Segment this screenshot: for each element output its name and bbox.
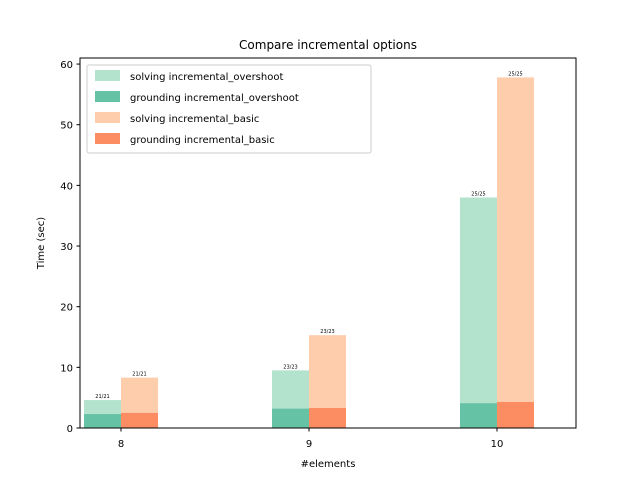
legend-swatch <box>95 70 120 81</box>
bar-grounding-incremental_overshoot-8 <box>84 414 121 428</box>
legend-label: grounding incremental_basic <box>130 135 275 146</box>
bar-solving-incremental_overshoot-8 <box>84 400 121 415</box>
bar-label-incremental_basic-9: 23/23 <box>320 329 334 335</box>
y-tick-label: 20 <box>60 303 73 314</box>
y-tick-label: 60 <box>60 60 73 71</box>
bar-label-incremental_overshoot-8: 21/21 <box>95 394 109 400</box>
bar-grounding-incremental_basic-8 <box>121 412 158 428</box>
x-tick-label: 9 <box>306 439 312 450</box>
bar-solving-incremental_overshoot-10 <box>460 197 497 404</box>
legend-swatch <box>95 133 120 144</box>
x-axis-title: #elements <box>301 459 356 470</box>
y-tick-label: 50 <box>60 121 73 132</box>
legend-label: solving incremental_basic <box>130 114 259 125</box>
bar-label-incremental_overshoot-9: 23/23 <box>283 364 297 370</box>
legend-swatch <box>95 112 120 123</box>
legend-label: solving incremental_overshoot <box>130 72 283 83</box>
y-tick-label: 0 <box>67 424 73 435</box>
bar-label-incremental_overshoot-10: 25/25 <box>471 192 485 198</box>
bar-solving-incremental_basic-10 <box>497 77 534 402</box>
y-tick-label: 30 <box>60 242 73 253</box>
x-axis: 8 9 10 <box>118 428 504 450</box>
bar-grounding-incremental_basic-9 <box>309 407 346 428</box>
chart-title: Compare incremental options <box>239 38 417 52</box>
legend: solving incremental_overshoot grounding i… <box>86 64 372 154</box>
bar-label-incremental_basic-8: 21/21 <box>132 372 146 378</box>
bar-solving-incremental_basic-9 <box>309 335 346 408</box>
y-tick-label: 40 <box>60 181 73 192</box>
bar-grounding-incremental_overshoot-9 <box>272 408 309 428</box>
y-axis: 0 10 20 30 40 50 60 <box>60 60 80 435</box>
bar-solving-incremental_overshoot-9 <box>272 370 309 409</box>
legend-swatch <box>95 91 120 102</box>
bar-grounding-incremental_overshoot-10 <box>460 403 497 428</box>
bar-grounding-incremental_basic-10 <box>497 401 534 428</box>
y-axis-title: Time (sec) <box>36 217 47 270</box>
y-tick-label: 10 <box>60 363 73 374</box>
x-tick-label: 8 <box>118 439 124 450</box>
bars-layer <box>84 77 534 428</box>
bar-label-incremental_basic-10: 25/25 <box>508 71 522 77</box>
plot-frame <box>79 57 577 429</box>
x-tick-label: 10 <box>491 439 504 450</box>
bar-labels-layer: 21/21 23/23 25/25 21/21 23/23 25/25 <box>95 71 522 400</box>
legend-label: grounding incremental_overshoot <box>130 93 299 104</box>
bar-solving-incremental_basic-8 <box>121 377 158 413</box>
legend-frame <box>86 64 372 154</box>
